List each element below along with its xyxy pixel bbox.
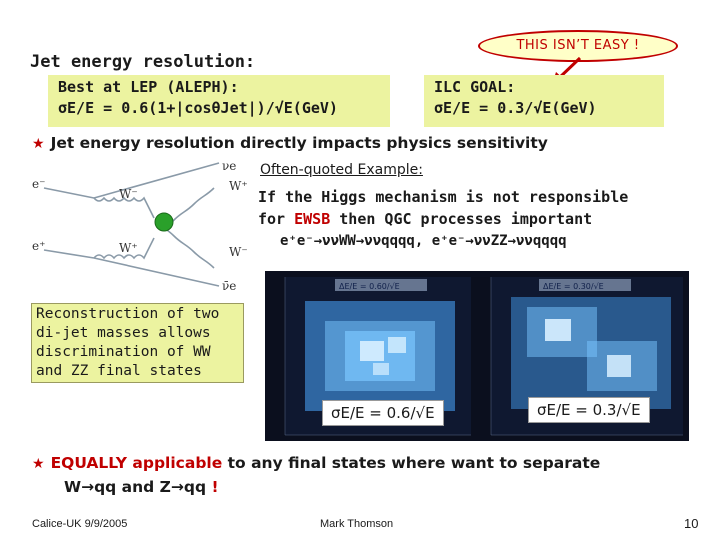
decay-text: W→qq and Z→qq bbox=[64, 478, 207, 496]
example-body: If the Higgs mechanism is not responsibl… bbox=[258, 186, 698, 252]
lep-label: Best at LEP (ALEPH): bbox=[58, 78, 239, 96]
ilc-goal-box: ILC GOAL: σE/E = 0.3/√E(GeV) bbox=[424, 75, 664, 127]
lep-resolution-box: Best at LEP (ALEPH): σE/E = 0.6(1+|cosθJ… bbox=[48, 75, 390, 127]
bullet-applicability-text: to any final states where want to separa… bbox=[222, 454, 601, 472]
mass-plot-03: ΔE/E = 0.30/√E bbox=[477, 271, 689, 441]
example-line2: for EWSB then QGC processes important bbox=[258, 210, 593, 228]
label-positron: e⁺ bbox=[32, 239, 45, 253]
bullet-sensitivity-text: Jet energy resolution directly impacts p… bbox=[50, 134, 548, 152]
slide-title: Jet energy resolution: bbox=[30, 52, 256, 72]
equally-highlight: EQUALLY applicable bbox=[50, 454, 223, 472]
mass-plot-03-graphic: ΔE/E = 0.30/√E bbox=[490, 277, 683, 436]
plot2-caption: σE/E = 0.3/√E bbox=[528, 397, 650, 423]
bullet-applicability: ★ EQUALLY applicable to any final states … bbox=[32, 452, 712, 499]
label-w-plus-2: W⁺ bbox=[229, 179, 248, 193]
feynman-diagram: e⁻ e⁺ νe ν̄e W⁻ W⁺ W⁺ W⁻ bbox=[32, 159, 248, 293]
footer-author: Mark Thomson bbox=[320, 518, 394, 530]
ilc-label: ILC GOAL: bbox=[434, 78, 516, 96]
lep-formula: σE/E = 0.6(1+|cosθJet|)/√E(GeV) bbox=[58, 99, 338, 117]
exclamation: ! bbox=[206, 478, 219, 496]
plot2-inset-label: ΔE/E = 0.30/√E bbox=[543, 282, 604, 291]
reconstruction-box: Reconstruction of two di-jet masses allo… bbox=[31, 303, 244, 383]
plot1-caption: σE/E = 0.6/√E bbox=[322, 400, 444, 426]
ilc-formula: σE/E = 0.3/√E(GeV) bbox=[434, 99, 597, 117]
footer-event: Calice-UK 9/9/2005 bbox=[32, 518, 128, 530]
star-bullet-icon: ★ bbox=[32, 456, 45, 472]
ewsb-highlight: EWSB bbox=[294, 210, 331, 228]
label-w-minus-1: W⁻ bbox=[119, 187, 138, 201]
example-processes: e⁺e⁻→ννWW→ννqqqq, e⁺e⁻→ννZZ→ννqqqq bbox=[280, 233, 567, 249]
star-bullet-icon: ★ bbox=[32, 136, 45, 152]
example-title: Often-quoted Example: bbox=[260, 162, 423, 178]
label-antineutrino: ν̄e bbox=[222, 279, 236, 293]
bullet-sensitivity: ★ Jet energy resolution directly impacts … bbox=[32, 134, 548, 152]
label-neutrino: νe bbox=[222, 159, 236, 173]
page-number: 10 bbox=[684, 516, 699, 531]
difficulty-callout: THIS ISN’T EASY ! bbox=[478, 30, 678, 62]
label-w-plus-1: W⁺ bbox=[119, 241, 138, 255]
plot1-inset-label: ΔE/E = 0.60/√E bbox=[339, 282, 400, 291]
label-electron: e⁻ bbox=[32, 177, 45, 191]
label-w-minus-2: W⁻ bbox=[229, 245, 248, 259]
example-line1: If the Higgs mechanism is not responsibl… bbox=[258, 188, 629, 206]
